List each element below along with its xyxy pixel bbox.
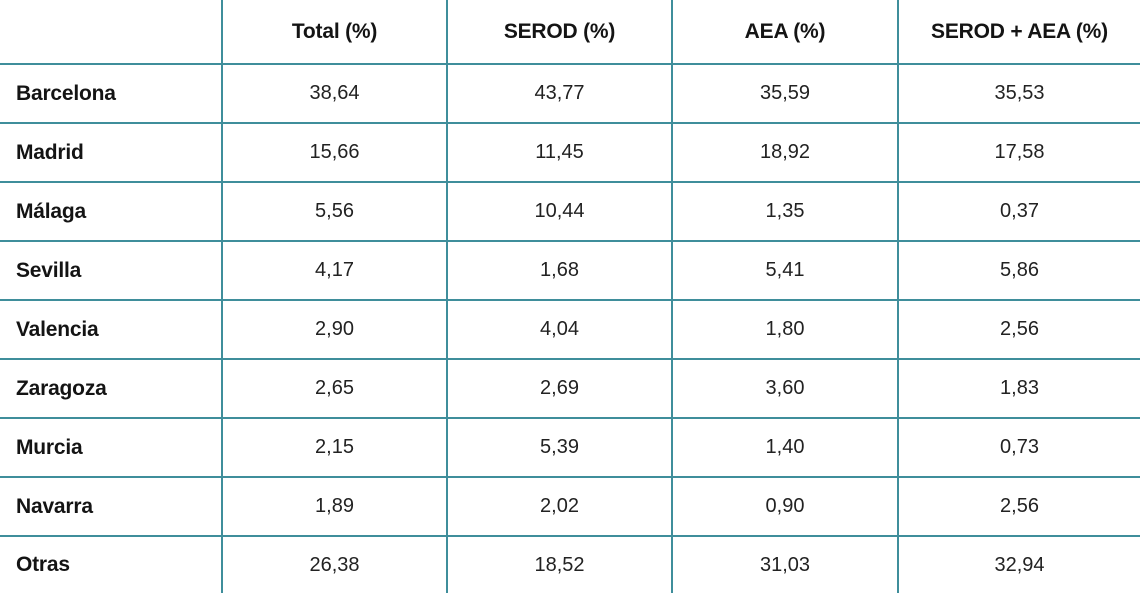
- table-cell: 18,92: [671, 122, 899, 183]
- table-cell: 2,69: [446, 358, 673, 419]
- table-cell: 11,45: [446, 122, 673, 183]
- header-cell-aea: AEA (%): [671, 0, 899, 65]
- table-row-zaragoza: Zaragoza 2,65 2,69 3,60 1,83: [0, 358, 1140, 419]
- row-label: Málaga: [0, 181, 223, 242]
- table-cell: 5,41: [671, 240, 899, 301]
- table-cell: 1,35: [671, 181, 899, 242]
- table-cell: 35,59: [671, 63, 899, 124]
- table-row-navarra: Navarra 1,89 2,02 0,90 2,56: [0, 476, 1140, 537]
- table-cell: 5,56: [221, 181, 448, 242]
- table-cell: 2,65: [221, 358, 448, 419]
- table-cell: 1,89: [221, 476, 448, 537]
- table-cell: 38,64: [221, 63, 448, 124]
- table-row-madrid: Madrid 15,66 11,45 18,92 17,58: [0, 122, 1140, 183]
- table-cell: 31,03: [671, 535, 899, 593]
- table-body: Barcelona 38,64 43,77 35,59 35,53 Madrid…: [0, 63, 1140, 593]
- table-row-murcia: Murcia 2,15 5,39 1,40 0,73: [0, 417, 1140, 478]
- header-cell-serod: SEROD (%): [446, 0, 673, 65]
- table-cell: 17,58: [897, 122, 1140, 183]
- table-cell: 35,53: [897, 63, 1140, 124]
- table-row-valencia: Valencia 2,90 4,04 1,80 2,56: [0, 299, 1140, 360]
- table-cell: 5,39: [446, 417, 673, 478]
- table-cell: 4,17: [221, 240, 448, 301]
- table-cell: 15,66: [221, 122, 448, 183]
- table-row-malaga: Málaga 5,56 10,44 1,35 0,37: [0, 181, 1140, 242]
- header-cell-empty: [0, 0, 223, 65]
- table-cell: 0,90: [671, 476, 899, 537]
- table-cell: 0,37: [897, 181, 1140, 242]
- table-cell: 1,68: [446, 240, 673, 301]
- table-cell: 3,60: [671, 358, 899, 419]
- row-label: Sevilla: [0, 240, 223, 301]
- row-label: Valencia: [0, 299, 223, 360]
- table-cell: 5,86: [897, 240, 1140, 301]
- row-label: Otras: [0, 535, 223, 593]
- header-cell-total: Total (%): [221, 0, 448, 65]
- table-cell: 2,56: [897, 476, 1140, 537]
- table-cell: 2,90: [221, 299, 448, 360]
- table-cell: 2,15: [221, 417, 448, 478]
- table-cell: 10,44: [446, 181, 673, 242]
- table-row-otras: Otras 26,38 18,52 31,03 32,94: [0, 535, 1140, 593]
- row-label: Zaragoza: [0, 358, 223, 419]
- table-cell: 2,56: [897, 299, 1140, 360]
- table-cell: 1,40: [671, 417, 899, 478]
- table-cell: 1,80: [671, 299, 899, 360]
- table-header: Total (%) SEROD (%) AEA (%) SEROD + AEA …: [0, 0, 1140, 65]
- row-label: Murcia: [0, 417, 223, 478]
- table-cell: 0,73: [897, 417, 1140, 478]
- table-cell: 43,77: [446, 63, 673, 124]
- table-row-sevilla: Sevilla 4,17 1,68 5,41 5,86: [0, 240, 1140, 301]
- table-cell: 4,04: [446, 299, 673, 360]
- table-cell: 18,52: [446, 535, 673, 593]
- header-cell-serod-aea: SEROD + AEA (%): [897, 0, 1140, 65]
- table-cell: 26,38: [221, 535, 448, 593]
- header-row: Total (%) SEROD (%) AEA (%) SEROD + AEA …: [0, 0, 1140, 65]
- table-row-barcelona: Barcelona 38,64 43,77 35,59 35,53: [0, 63, 1140, 124]
- row-label: Barcelona: [0, 63, 223, 124]
- table-cell: 32,94: [897, 535, 1140, 593]
- table-cell: 2,02: [446, 476, 673, 537]
- row-label: Madrid: [0, 122, 223, 183]
- table-cell: 1,83: [897, 358, 1140, 419]
- row-label: Navarra: [0, 476, 223, 537]
